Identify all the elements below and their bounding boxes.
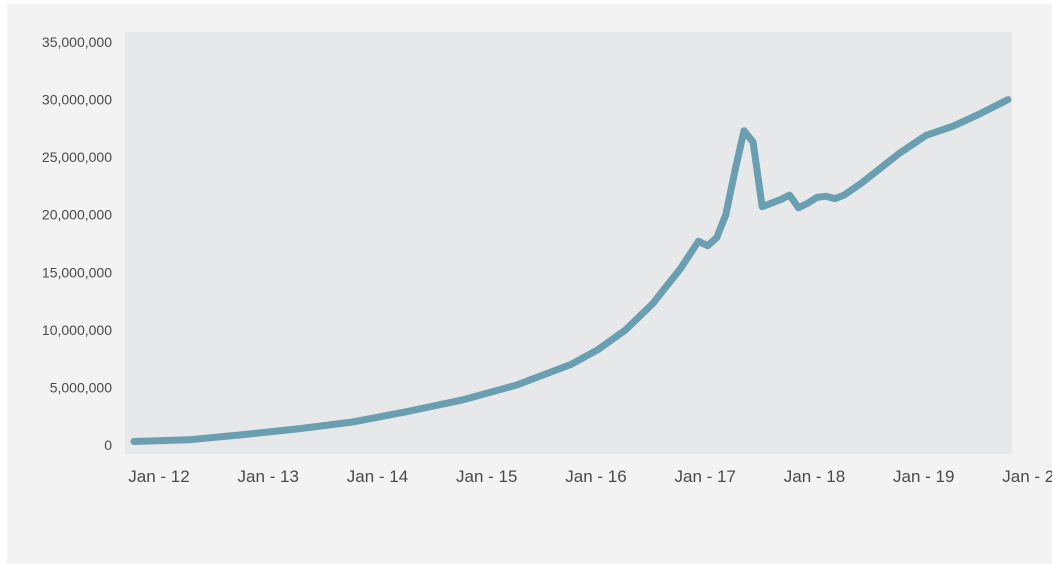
x-tick-label: Jan - 12: [128, 467, 189, 486]
y-tick-label: 20,000,000: [42, 207, 112, 223]
y-tick-label: 35,000,000: [42, 34, 112, 50]
x-tick-label: Jan - 14: [347, 467, 408, 486]
chart-card: 0 5,000,000 10,000,000 15,000,000 20,000,000…: [7, 4, 1052, 564]
y-tick-label: 5,000,000: [50, 379, 112, 395]
x-tick-label: Jan - 13: [238, 467, 299, 486]
series-line: [130, 96, 1012, 445]
plot-area: [125, 32, 1012, 454]
y-axis-ticks: 0 5,000,000 10,000,000 15,000,000 20,000,000…: [42, 34, 112, 453]
x-tick-label: Jan - 20: [1002, 467, 1052, 486]
y-tick-label: 10,000,000: [42, 322, 112, 338]
series-layer: [130, 96, 1012, 445]
x-tick-label: Jan - 19: [893, 467, 954, 486]
x-tick-label: Jan - 17: [675, 467, 736, 486]
y-tick-label: 30,000,000: [42, 92, 112, 108]
x-tick-label: Jan - 18: [784, 467, 845, 486]
x-tick-label: Jan - 15: [456, 467, 517, 486]
y-tick-label: 15,000,000: [42, 264, 112, 280]
y-tick-label: 0: [104, 437, 112, 453]
y-tick-label: 25,000,000: [42, 149, 112, 165]
line-chart: 0 5,000,000 10,000,000 15,000,000 20,000,000…: [42, 32, 1052, 486]
x-tick-label: Jan - 16: [565, 467, 626, 486]
x-axis-ticks: Jan - 12 Jan - 13 Jan - 14 Jan - 15 Jan - 16…: [128, 467, 1052, 486]
